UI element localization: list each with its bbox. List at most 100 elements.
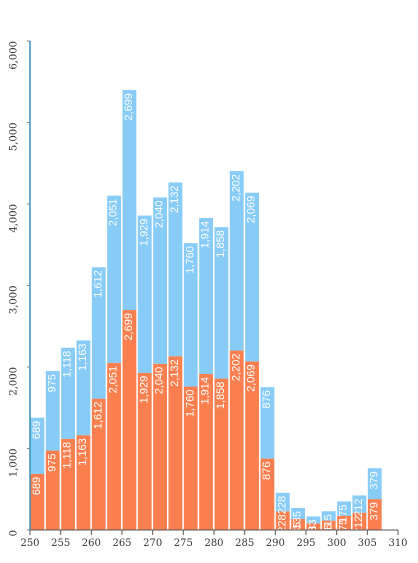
y-tick-label: 6,000	[9, 41, 20, 70]
value-label: 1,929	[138, 376, 150, 404]
value-label: 1,760	[184, 390, 196, 418]
bar-segment	[245, 361, 259, 530]
value-label: 2,132	[169, 359, 181, 387]
bar-segment	[168, 182, 183, 357]
bar-segment	[61, 347, 75, 439]
x-tick-label: 275	[174, 538, 193, 549]
y-tick-label: 1,000	[9, 449, 20, 478]
value-label: 175	[338, 519, 350, 537]
bar-segment	[122, 310, 137, 530]
value-label: 212	[353, 498, 365, 516]
value-label: 1,118	[62, 351, 74, 378]
bar-segment	[367, 499, 382, 530]
value-label: 1,914	[200, 377, 212, 405]
bar-segment	[214, 378, 229, 530]
value-label: 1,858	[215, 382, 227, 410]
bar-segment	[306, 516, 321, 524]
bar-segment	[260, 387, 275, 459]
bar-segment	[229, 171, 244, 351]
value-label: 689	[31, 421, 43, 439]
x-tick-label: 270	[143, 538, 162, 549]
value-label: 2,202	[230, 354, 242, 382]
bar-segment	[137, 215, 152, 373]
y-tick-label: 4,000	[9, 204, 20, 233]
value-label: 115	[322, 524, 334, 542]
value-label: 83	[307, 526, 319, 538]
value-label: 228	[276, 496, 288, 514]
bar-segment	[214, 227, 229, 379]
value-label: 689	[31, 477, 43, 495]
bar-segment	[321, 511, 336, 521]
x-tick-label: 310	[388, 538, 407, 549]
value-label: 2,699	[123, 313, 135, 341]
bar-segment	[91, 398, 106, 530]
bar-segment	[91, 267, 106, 399]
x-tick-label: 255	[51, 538, 70, 549]
value-label: 1,163	[77, 343, 89, 371]
value-label: 175	[338, 504, 350, 522]
bar-segment	[275, 492, 290, 512]
value-label: 2,699	[123, 93, 135, 121]
bar-segment	[367, 468, 382, 500]
value-label: 1,858	[215, 230, 227, 258]
bar-segment	[30, 417, 45, 474]
x-tick-label: 305	[358, 538, 377, 549]
value-label: 1,914	[200, 221, 212, 249]
bar-segment	[137, 372, 152, 530]
value-label: 2,051	[108, 199, 120, 227]
value-label: 1,612	[92, 270, 104, 298]
bar-segment	[168, 356, 183, 530]
value-label: 1,118	[62, 442, 74, 469]
bar-segment	[321, 520, 336, 530]
value-label: 2,069	[246, 364, 258, 392]
bar-segment	[229, 350, 244, 530]
bar-segment	[122, 90, 137, 311]
x-tick-label: 285	[235, 538, 254, 549]
bar-segment	[76, 435, 91, 530]
value-label: 135	[292, 511, 304, 529]
x-tick-label: 295	[296, 538, 315, 549]
bar-segment	[352, 495, 367, 513]
value-label: 2,132	[169, 185, 181, 213]
value-label: 876	[261, 390, 273, 408]
y-tick-label: 2,000	[9, 367, 20, 396]
bar-segment	[291, 507, 305, 519]
y-tick-label: 5,000	[9, 123, 20, 152]
bar-segment	[45, 450, 60, 530]
value-label: 1,760	[184, 246, 196, 274]
bar-segment	[245, 192, 259, 362]
y-tick-label: 3,000	[9, 286, 20, 315]
x-tick-label: 250	[20, 538, 39, 549]
value-label: 135	[292, 522, 304, 540]
bar-segment	[107, 195, 121, 363]
value-label: 2,040	[154, 367, 166, 395]
value-label: 379	[368, 471, 380, 489]
bar-segment	[352, 512, 367, 530]
bar-segment	[183, 243, 198, 387]
x-tick-label: 265	[112, 538, 131, 549]
value-label: 876	[261, 462, 273, 480]
bar-segment	[275, 511, 290, 530]
bar-segment	[30, 473, 45, 530]
bar-segment	[199, 374, 213, 530]
bar-segment	[260, 458, 275, 530]
bar-segment	[107, 362, 121, 530]
x-tick-label: 290	[266, 538, 285, 549]
bar-segment	[45, 371, 60, 451]
bar-segment	[76, 340, 91, 436]
value-label: 2,051	[108, 366, 120, 394]
bar-segment	[337, 501, 351, 516]
value-label: 83	[307, 519, 319, 531]
value-label: 975	[46, 374, 58, 392]
x-tick-label: 260	[82, 538, 101, 549]
bar-segment	[337, 515, 351, 530]
bar-segment	[306, 523, 321, 530]
value-label: 212	[353, 516, 365, 534]
x-tick-label: 280	[204, 538, 223, 549]
value-label: 115	[322, 514, 334, 532]
x-tick-label: 300	[327, 538, 346, 549]
y-tick-label: 0	[9, 530, 20, 536]
bar-segment	[291, 518, 305, 530]
value-label: 2,040	[154, 200, 166, 228]
